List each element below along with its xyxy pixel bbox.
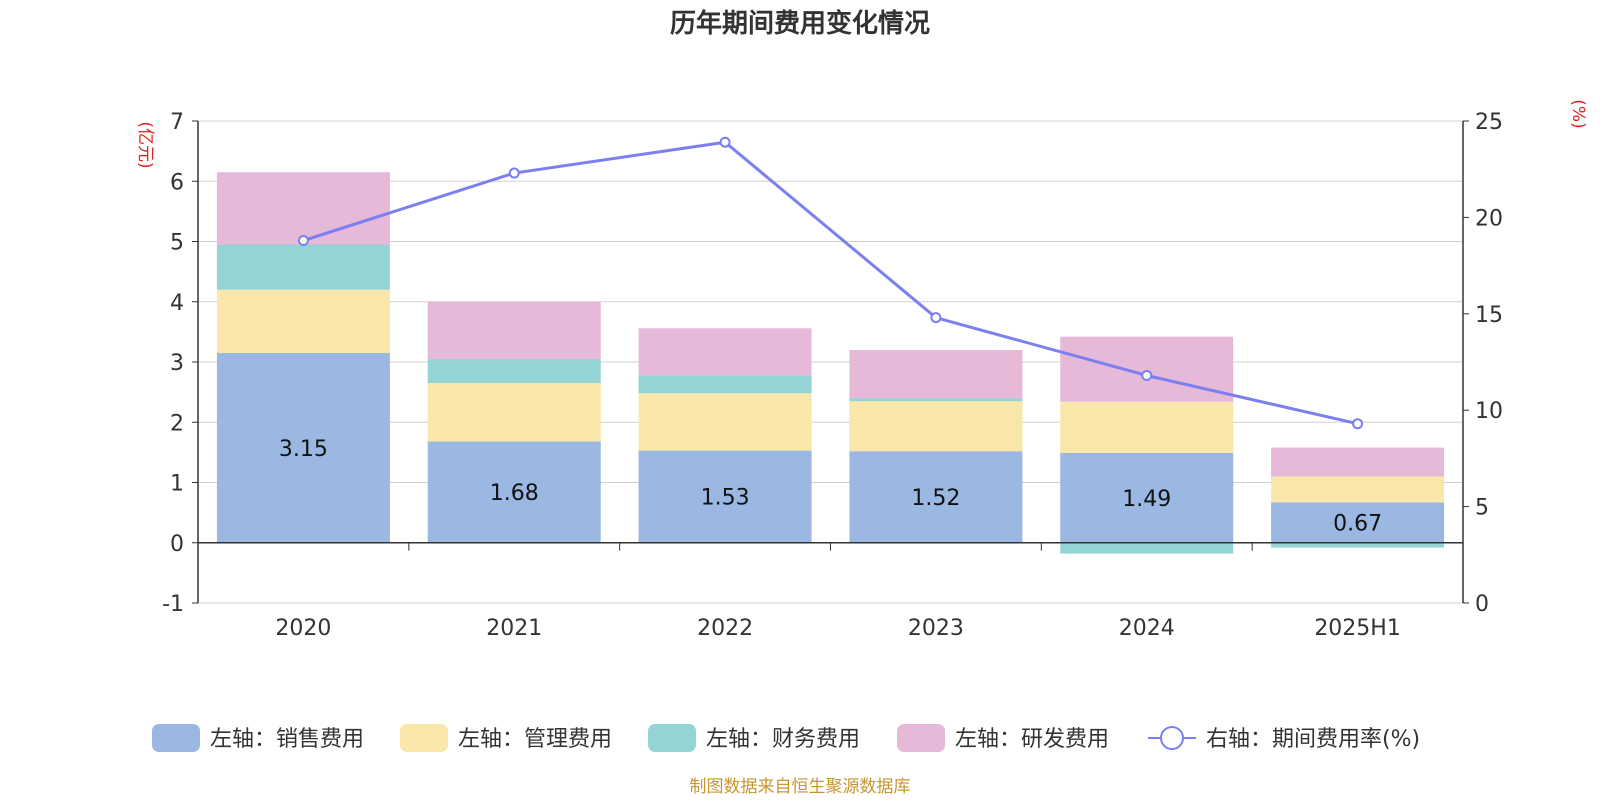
legend-label: 左轴：销售费用 <box>210 727 364 752</box>
bar-segment <box>1271 542 1445 548</box>
line-point <box>508 167 520 179</box>
line-point <box>1141 369 1153 381</box>
bar-segment <box>427 301 601 359</box>
left-tick-label: 1 <box>170 472 184 497</box>
gridlines <box>198 120 1463 604</box>
bars <box>216 172 1445 554</box>
right-tick-label: 0 <box>1475 592 1489 617</box>
legend: 左轴：销售费用 左轴：管理费用 左轴：财务费用 左轴：研发费用 右轴：期间费用率(%) <box>152 724 1420 752</box>
left-tick-label: -1 <box>162 592 184 617</box>
right-tick-label: 15 <box>1475 303 1503 328</box>
legend-label: 左轴：研发费用 <box>955 727 1109 752</box>
bar-segment <box>216 244 390 290</box>
left-tick-label: 2 <box>170 411 184 436</box>
bar-segment <box>1060 401 1234 453</box>
left-tick-label: 6 <box>170 170 184 195</box>
data-label: 1.68 <box>490 481 539 506</box>
line-point <box>930 312 942 324</box>
expense-rate-line <box>297 136 1364 430</box>
left-tick-label: 3 <box>170 351 184 376</box>
data-label: 1.49 <box>1122 487 1171 512</box>
bar-segment <box>638 450 812 543</box>
bar-segment <box>216 289 390 353</box>
bar-segment <box>849 349 1023 399</box>
left-tick-label: 7 <box>170 110 184 135</box>
legend-label: 左轴：管理费用 <box>458 727 612 752</box>
line-point <box>719 136 731 148</box>
bar-segment <box>849 398 1023 402</box>
left-tick-label: 4 <box>170 291 184 316</box>
bar-segment <box>638 328 812 376</box>
category-label: 2020 <box>275 616 331 641</box>
data-label: 1.52 <box>911 486 960 511</box>
bar-segment <box>1060 336 1234 402</box>
category-label: 2025H1 <box>1314 616 1401 641</box>
bar-segment <box>1060 452 1234 543</box>
bar-labels: 3.15 1.68 1.53 1.52 1.49 0.67 <box>279 437 1382 537</box>
left-axis-unit: (亿元) <box>135 121 155 168</box>
bar-segment <box>427 383 601 442</box>
left-tick-label: 5 <box>170 231 184 256</box>
legend-swatch-marker <box>1160 726 1184 750</box>
bar-segment <box>638 375 812 394</box>
category-label: 2021 <box>486 616 542 641</box>
bar-segment <box>849 401 1023 452</box>
category-label: 2024 <box>1119 616 1175 641</box>
bar-segment <box>849 451 1023 543</box>
right-tick-label: 20 <box>1475 206 1503 231</box>
category-label: 2023 <box>908 616 964 641</box>
data-label: 1.53 <box>701 486 750 511</box>
right-axis-unit: (%) <box>1568 99 1588 128</box>
data-label: 0.67 <box>1333 512 1382 537</box>
legend-swatch <box>897 724 945 752</box>
data-label: 3.15 <box>279 437 328 462</box>
line-point <box>1352 418 1364 430</box>
bar-segment <box>638 393 812 451</box>
chart-title: 历年期间费用变化情况 <box>670 8 930 39</box>
bar-segment <box>216 172 390 245</box>
bar-segment <box>1271 502 1445 543</box>
bar-segment <box>216 352 390 543</box>
left-tick-label: 0 <box>170 532 184 557</box>
legend-label: 右轴：期间费用率(%) <box>1206 727 1420 752</box>
source-note: 制图数据来自恒生聚源数据库 <box>690 777 911 797</box>
legend-swatch <box>152 724 200 752</box>
category-label: 2022 <box>697 616 753 641</box>
bar-segment <box>427 358 601 384</box>
right-tick-label: 5 <box>1475 496 1489 521</box>
right-tick-label: 25 <box>1475 110 1503 135</box>
legend-label: 左轴：财务费用 <box>706 727 860 752</box>
legend-swatch <box>648 724 696 752</box>
bar-segment <box>1271 447 1445 477</box>
line-point <box>297 235 309 247</box>
bar-segment <box>427 441 601 543</box>
right-tick-label: 10 <box>1475 399 1503 424</box>
bar-segment <box>1271 476 1445 503</box>
bar-segment <box>1060 542 1234 554</box>
line-path <box>302 140 1358 426</box>
axes: -1 0 1 2 3 4 5 6 7 0 5 10 15 20 25 2020 2021 2022 2023 2024… <box>162 110 1503 641</box>
legend-swatch <box>400 724 448 752</box>
